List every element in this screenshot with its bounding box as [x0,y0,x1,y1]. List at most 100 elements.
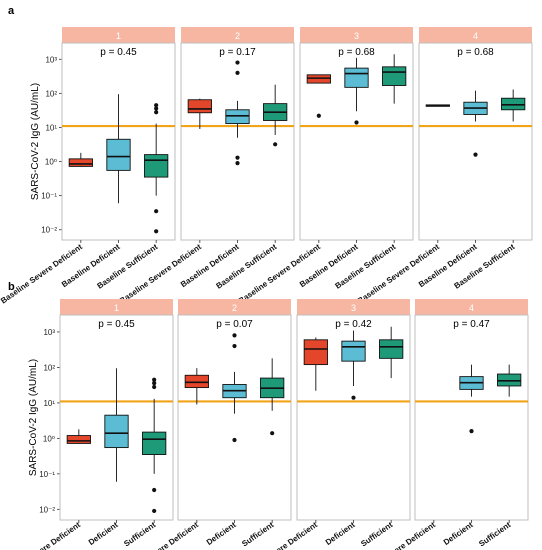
y-tick-label: 10⁻¹ [41,192,57,201]
box-body [68,158,93,167]
box-body [225,109,250,125]
facet-frame [177,314,292,521]
box-1 [68,152,93,167]
box-3 [144,103,169,234]
outlier-point [152,377,157,382]
facet-strip [415,299,528,315]
y-tick-label: 10¹ [43,399,55,408]
y-tick-label: 10³ [45,55,57,64]
facet-strip-label: 1 [114,303,119,313]
facet-strip-label: 4 [473,31,478,41]
box-2 [106,94,131,204]
chart-panel-b: b SARS-CoV-2 IgG (AU/mL) 10⁻² 10⁻¹ 10⁰ 10¹ 10²… [8,281,529,550]
p-value-label: p = 0.68 [457,47,494,58]
box-body [184,374,209,389]
facet-frame [414,314,529,521]
outlier-point [152,487,157,493]
box-body [501,97,526,111]
facet-strip-label: 4 [469,303,474,313]
box-3 [142,377,167,514]
chart-panel-a: a SARS-CoV-2 IgG (AU/mL) 10⁻² 10⁻¹ 10⁰ 10¹ 10²… [0,5,533,305]
outlier-point [154,209,159,214]
box-1 [66,429,91,444]
box-body [379,339,404,359]
y-axis-label: SARS-CoV-2 IgG (AU/mL) [30,83,41,200]
outlier-point [154,229,159,234]
facet-strip [297,299,410,315]
facet-frame [180,42,295,241]
x-category-label: Deficient [442,520,475,547]
panel-label: a [8,5,15,17]
box-body [187,99,212,114]
box-3 [501,89,526,122]
x-category-label: Deficient [87,520,120,547]
y-tick-label: 10⁰ [45,158,57,167]
box-1 [303,337,328,391]
outlier-point [354,120,359,125]
box-body [382,66,407,86]
facet-strip [62,27,175,43]
box-3 [379,326,404,379]
facet-strip [419,27,532,43]
p-value-label: p = 0.42 [335,319,372,330]
outlier-point [316,113,321,118]
p-value-label: p = 0.47 [453,319,490,330]
facet-strip [181,27,294,43]
box-2 [344,57,369,125]
outlier-point [154,106,159,111]
box-body [303,339,328,366]
p-value-label: p = 0.07 [216,319,253,330]
outlier-point [152,508,157,514]
facet-strip-label: 3 [354,31,359,41]
outlier-point [270,431,275,436]
y-axis-label: SARS-CoV-2 IgG (AU/mL) [28,359,39,476]
box-body [344,67,369,88]
outlier-point [232,437,237,443]
box-body [106,138,131,171]
box-1 [187,98,212,130]
y-tick-label: 10² [43,363,55,372]
x-category-label: Severe Deficient [26,520,82,550]
y-tick-label: 10¹ [45,123,57,132]
box-2 [104,368,129,482]
box-1 [425,104,450,107]
box-3 [497,364,522,397]
facet-strip-label: 2 [235,31,240,41]
outlier-point [235,155,240,160]
box-body [341,340,366,362]
x-category-label: Sufficient [122,520,157,548]
facet-1: 1 p = 0.45 Severe Deficient Deficient Suffic… [26,299,174,550]
box-3 [382,54,407,104]
facet-strip-label: 2 [232,303,237,313]
y-tick-label: 10³ [43,328,55,337]
box-body [142,431,167,455]
y-tick-label: 10⁰ [43,434,55,443]
outlier-point [235,60,240,65]
x-category-label: Sufficient [359,520,394,548]
facet-strip-label: 1 [116,31,121,41]
p-value-label: p = 0.68 [338,47,375,58]
box-body [144,154,169,178]
box-2 [222,333,247,443]
panel-label: b [8,281,15,293]
y-tick-label: 10⁻² [41,226,57,235]
box-2 [463,90,488,157]
y-tick-label: 10⁻² [39,505,55,514]
box-2 [459,364,484,434]
outlier-point [154,103,159,108]
p-value-label: p = 0.17 [219,47,256,58]
outlier-point [232,343,237,349]
outlier-point [473,152,478,157]
outlier-point [469,429,474,434]
box-1 [184,368,209,405]
facet-strip-label: 3 [351,303,356,313]
y-tick-label: 10⁻¹ [39,470,55,479]
facet-strip [178,299,291,315]
y-tick-label: 10² [45,89,57,98]
outlier-point [152,381,157,386]
facet-strip [60,299,173,315]
outlier-point [152,384,157,390]
x-category-label: Deficient [205,520,238,547]
